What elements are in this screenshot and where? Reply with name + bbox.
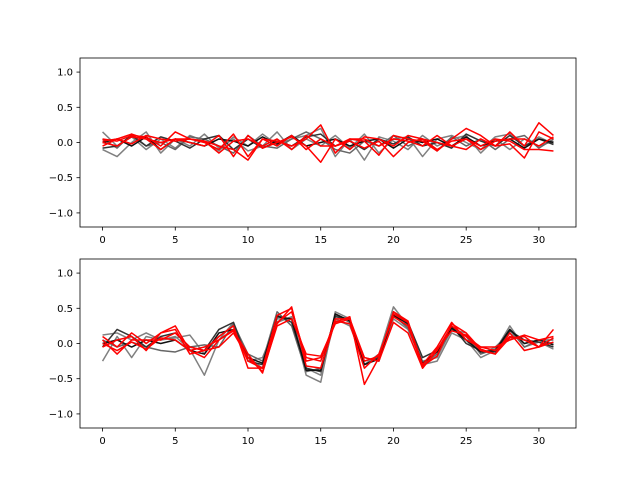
y-tick-label: 0.5 [57,304,73,315]
y-tick-label: −0.5 [49,173,73,184]
y-tick-label: −0.5 [49,374,73,385]
chart-top: 0 5 10 15 20 25 30 1.0 0.5 0.0 −0.5 −1.0 [49,57,577,246]
x-tick-label: 20 [387,235,400,246]
y-tick-label: −1.0 [49,409,73,420]
x-tick-label: 20 [387,436,400,447]
x-tick-label: 30 [533,235,546,246]
x-tick-label: 30 [533,436,546,447]
x-tick-label: 15 [314,235,327,246]
x-tick-label: 5 [172,235,178,246]
series-line-8 [102,131,554,159]
series-line-8 [102,306,554,374]
y-tick-label: 0.5 [57,103,73,114]
y-tick-label: −1.0 [49,208,73,219]
series-line-7 [102,134,554,161]
x-tick-label: 10 [242,235,255,246]
chart-bottom: 0 5 10 15 20 25 30 1.0 0.5 0.0 −0.5 −1.0 [49,258,577,447]
x-tick-label: 25 [460,235,473,246]
x-tick-label: 25 [460,436,473,447]
x-tick-label: 0 [99,436,105,447]
y-tick-label: 0.0 [57,339,73,350]
x-tick-label: 5 [172,436,178,447]
y-tick-label: 1.0 [57,269,73,280]
series-line-7 [102,318,554,373]
y-tick-label: 0.0 [57,138,73,149]
x-tick-label: 10 [242,436,255,447]
x-tick-label: 15 [314,436,327,447]
x-tick-label: 0 [99,235,105,246]
series-line-5 [102,122,554,158]
y-tick-label: 1.0 [57,68,73,79]
